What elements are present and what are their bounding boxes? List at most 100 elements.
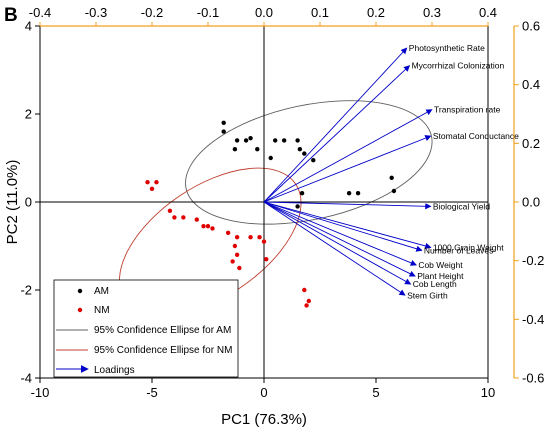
loading-arrow — [263, 47, 408, 203]
nm-point — [194, 217, 199, 222]
loading-arrow — [263, 201, 423, 252]
loading-arrow — [263, 201, 417, 266]
loading-label: Mycorrhizal Colonization — [412, 61, 505, 71]
panel-label: B — [4, 5, 18, 26]
legend-nm-ellipse-label: 95% Confidence Ellipse for NM — [94, 345, 232, 356]
loading-arrow — [263, 65, 411, 203]
am-point — [248, 136, 253, 141]
loading-arrow — [263, 109, 433, 203]
am-point — [221, 120, 226, 126]
loading-label: Cob Length — [413, 279, 457, 289]
am-confidence-ellipse — [185, 100, 433, 225]
loading-vectors: Photosynthetic Rate Mycorrhizal Colonizat… — [263, 43, 519, 300]
loading-arrow — [263, 201, 406, 296]
x-axis-title: PC1 (76.3%) — [221, 411, 307, 428]
am-point — [389, 175, 394, 180]
loading-arrow — [263, 201, 432, 210]
loading-label: 1000 Grain Weight — [433, 242, 504, 252]
loading-arrow — [263, 201, 412, 285]
am-point — [299, 191, 305, 196]
am-point — [311, 158, 316, 163]
am-point — [295, 138, 300, 143]
y-axis-title: PC2 (11.0%) — [4, 160, 21, 245]
am-point — [302, 151, 307, 156]
top-tick-label: 0.3 — [423, 5, 441, 20]
right-tick-label: 0.2 — [522, 136, 540, 151]
loading-label: Stem Girth — [407, 290, 448, 300]
right-tick-label: -0.2 — [522, 253, 544, 268]
loading-label: Cob Weight — [418, 260, 463, 270]
top-axis-ticks: -0.4 -0.3 -0.2 -0.1 0.0 0.1 0.2 0.3 0.4 — [29, 5, 497, 26]
nm-point — [257, 235, 262, 240]
right-tick-label: -0.4 — [522, 312, 544, 327]
am-point — [221, 129, 226, 134]
top-tick-label: -0.2 — [141, 5, 163, 20]
top-tick-label: 0.1 — [311, 5, 329, 20]
nm-point — [172, 215, 177, 220]
nm-point — [264, 257, 269, 262]
legend-box — [53, 279, 239, 378]
legend-am-marker — [77, 288, 83, 294]
top-tick-label: -0.3 — [85, 5, 107, 20]
am-point — [281, 138, 287, 143]
nm-point — [302, 287, 307, 293]
nm-point — [210, 226, 215, 231]
loading-arrow — [263, 135, 432, 203]
loading-arrow — [263, 201, 432, 250]
legend: AM NM 95% Confidence Ellipse for AM 95% … — [53, 279, 239, 378]
loading-label: Photosynthetic Rate — [409, 43, 485, 53]
y-tick-label: 2 — [25, 107, 32, 122]
nm-point — [205, 224, 211, 229]
legend-nm-marker — [77, 307, 83, 313]
loading-label: Plant Height — [417, 271, 464, 281]
am-point — [273, 138, 278, 143]
nm-point — [248, 235, 253, 240]
nm-point — [237, 265, 242, 271]
y-axis-ticks: -4 -2 0 2 4 — [20, 19, 40, 386]
nm-point — [154, 180, 159, 185]
y-tick-label: 0 — [25, 195, 32, 210]
am-point — [234, 138, 240, 143]
x-axis-ticks: -10 -5 0 5 10 — [31, 378, 495, 400]
am-point — [243, 138, 249, 143]
nm-point — [234, 252, 240, 257]
nm-point — [230, 259, 235, 264]
am-point — [295, 204, 300, 209]
x-tick-label: 0 — [260, 385, 267, 400]
am-point — [355, 191, 361, 196]
nm-point — [225, 230, 231, 235]
am-point — [268, 155, 273, 161]
right-tick-label: 0.6 — [522, 19, 540, 34]
loading-label: Biological Yield — [433, 201, 490, 211]
right-axis-ticks: -0.6 -0.4 -0.2 0.0 0.2 0.4 0.6 — [514, 19, 544, 386]
x-tick-label: -10 — [31, 385, 50, 400]
nm-point — [149, 186, 155, 191]
loading-label: Stomatal Conductance — [433, 131, 519, 141]
nm-point — [232, 243, 238, 249]
am-point — [391, 188, 397, 194]
nm-point — [306, 298, 311, 304]
loading-label: Number of Leaves — [424, 245, 493, 255]
nm-point — [304, 303, 309, 308]
top-tick-label: -0.1 — [197, 5, 219, 20]
y-tick-label: -2 — [20, 283, 32, 298]
x-tick-label: -5 — [146, 385, 158, 400]
right-tick-label: 0.0 — [522, 195, 540, 210]
am-point — [232, 147, 238, 152]
top-tick-label: -0.4 — [29, 5, 51, 20]
nm-point — [181, 215, 186, 220]
legend-am-label: AM — [94, 286, 109, 297]
top-tick-label: 0.0 — [255, 5, 273, 20]
loading-label: Transpiration rate — [434, 105, 501, 115]
top-tick-label: 0.4 — [479, 5, 497, 20]
score-points — [145, 120, 397, 308]
right-tick-label: 0.4 — [522, 77, 540, 92]
am-point — [297, 147, 303, 152]
loading-arrow — [263, 201, 416, 277]
x-tick-label: 10 — [481, 385, 495, 400]
legend-nm-label: NM — [94, 305, 110, 316]
top-tick-label: 0.2 — [367, 5, 385, 20]
am-point — [255, 147, 260, 152]
